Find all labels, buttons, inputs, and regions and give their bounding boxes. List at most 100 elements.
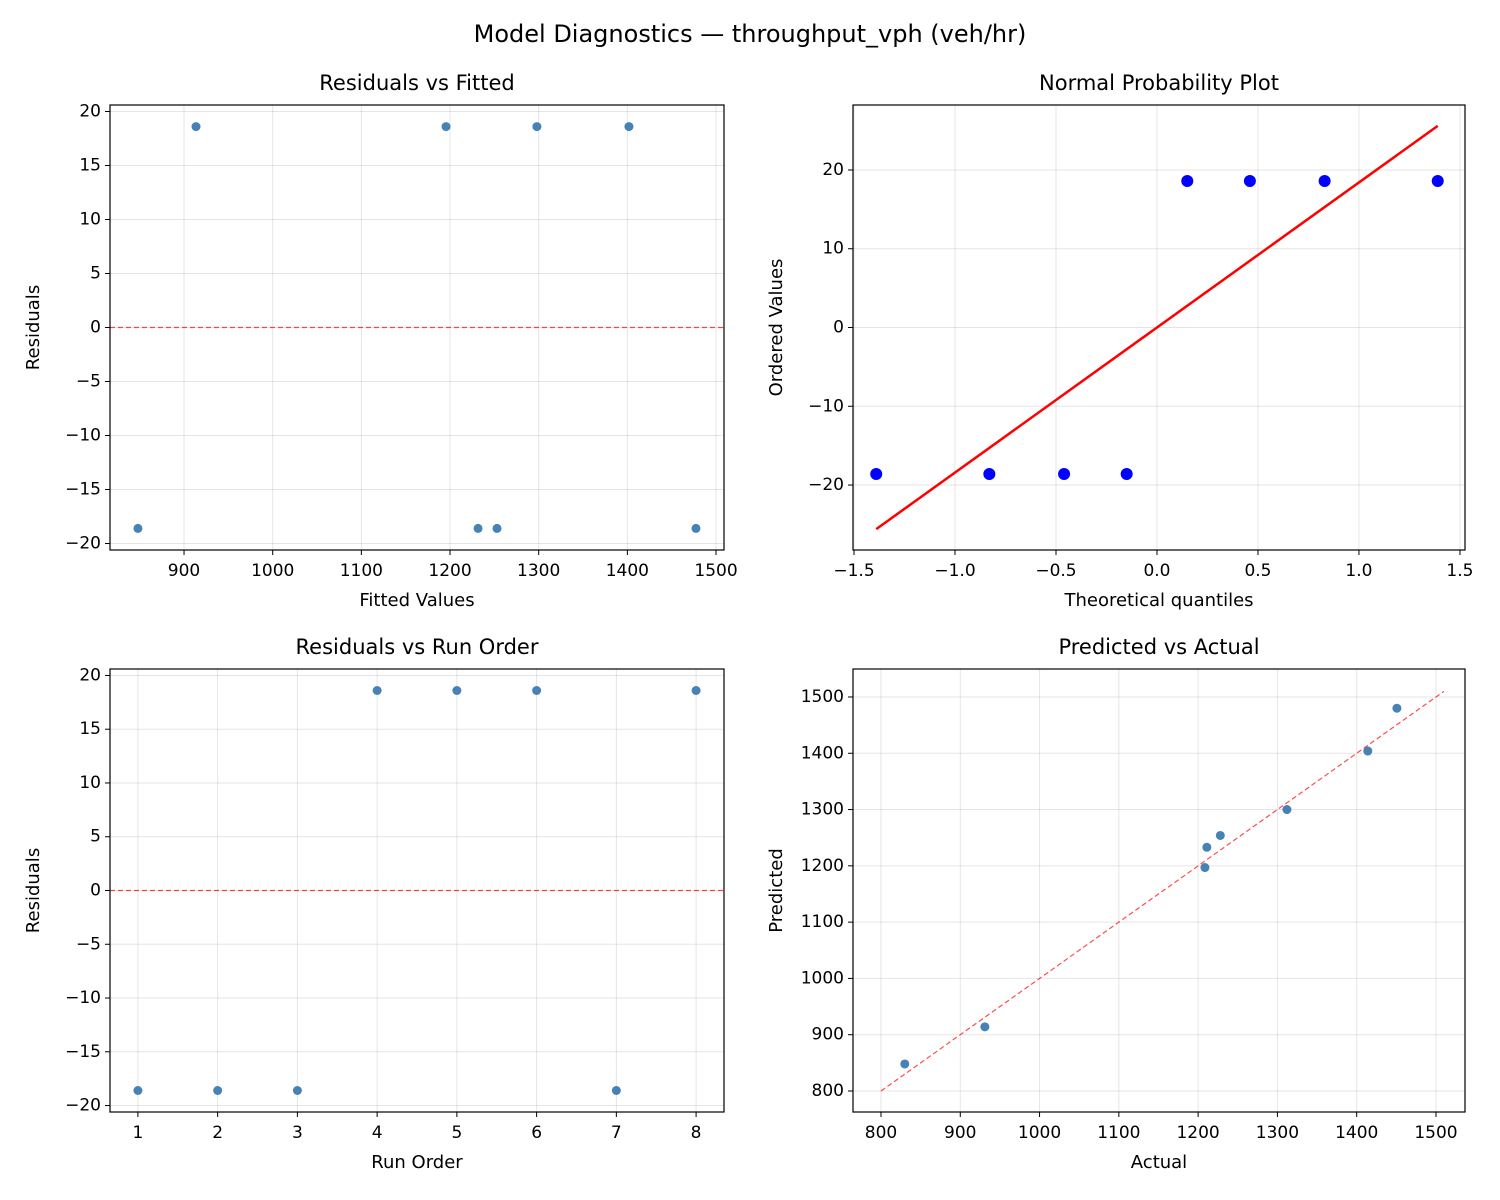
x-tick-label: 8 — [691, 1123, 702, 1143]
x-tick-label: 1.0 — [1345, 561, 1372, 581]
y-tick-label: 15 — [79, 155, 101, 175]
point — [213, 1085, 223, 1095]
x-tick-label: 0.0 — [1143, 561, 1170, 581]
point — [133, 1085, 143, 1095]
y-tick-label: 20 — [79, 665, 101, 685]
y-tick-label: 15 — [79, 719, 101, 739]
point — [1181, 175, 1194, 188]
subplot-title: Normal Probability Plot — [1039, 71, 1279, 95]
point — [473, 523, 483, 533]
y-axis-label: Residuals — [23, 285, 44, 370]
x-axis-label: Actual — [1131, 1152, 1187, 1173]
x-tick-label: 4 — [372, 1123, 383, 1143]
x-tick-label: −0.5 — [1035, 561, 1076, 581]
y-tick-label: 10 — [822, 239, 844, 259]
x-axis-label: Fitted Values — [359, 590, 474, 611]
y-tick-label: −15 — [65, 480, 101, 500]
x-tick-label: 1500 — [1414, 1123, 1457, 1143]
point — [1243, 175, 1256, 188]
point — [1058, 467, 1071, 480]
x-tick-label: 1500 — [694, 561, 737, 581]
x-axis-label: Run Order — [371, 1152, 463, 1173]
y-tick-label: −5 — [76, 934, 101, 954]
x-tick-label: 1000 — [251, 561, 294, 581]
y-tick-label: 5 — [90, 263, 101, 283]
point — [1431, 175, 1444, 188]
point — [191, 122, 201, 132]
point — [980, 1022, 990, 1032]
y-tick-label: −10 — [65, 426, 101, 446]
y-tick-label: −10 — [65, 988, 101, 1008]
x-tick-label: −1.5 — [833, 561, 874, 581]
axes-frame — [852, 668, 1466, 1113]
point — [1202, 842, 1212, 852]
point — [1120, 467, 1133, 480]
subplot-title: Residuals vs Run Order — [296, 635, 539, 659]
y-axis-label: Ordered Values — [766, 259, 787, 397]
point — [1282, 805, 1292, 815]
point — [1215, 830, 1225, 840]
x-tick-label: 1200 — [1176, 1123, 1219, 1143]
point — [691, 523, 701, 533]
x-tick-label: 2 — [212, 1123, 223, 1143]
y-tick-label: 1100 — [801, 912, 844, 932]
y-axis-label: Predicted — [766, 848, 787, 933]
point — [1318, 175, 1331, 188]
reference-line — [875, 124, 1439, 531]
y-tick-label: 1200 — [801, 856, 844, 876]
x-tick-label: 6 — [531, 1123, 542, 1143]
x-tick-label: 800 — [865, 1123, 897, 1143]
point — [691, 686, 701, 696]
y-tick-label: −10 — [808, 396, 844, 416]
y-tick-label: 10 — [79, 209, 101, 229]
y-tick-label: −20 — [65, 1096, 101, 1116]
point — [870, 467, 883, 480]
y-tick-label: 1300 — [801, 800, 844, 820]
x-tick-label: 1100 — [1097, 1123, 1140, 1143]
x-tick-label: 0.5 — [1244, 561, 1271, 581]
x-tick-label: 1300 — [517, 561, 560, 581]
point — [532, 122, 542, 132]
y-tick-label: −20 — [65, 534, 101, 554]
point — [292, 1085, 302, 1095]
x-axis-label: Theoretical quantiles — [1063, 590, 1253, 611]
x-tick-label: 1400 — [1335, 1123, 1378, 1143]
y-axis-label: Residuals — [23, 848, 44, 933]
point — [452, 686, 462, 696]
x-tick-label: 1 — [132, 1123, 143, 1143]
x-tick-label: 900 — [168, 561, 200, 581]
y-tick-label: −15 — [65, 1042, 101, 1062]
x-tick-label: 1100 — [340, 561, 383, 581]
axes-frame — [852, 104, 1466, 551]
point — [133, 523, 143, 533]
y-tick-label: 0 — [90, 318, 101, 338]
reference-line — [880, 690, 1445, 1092]
subplot-title: Residuals vs Fitted — [319, 71, 514, 95]
figure-title: Model Diagnostics — throughput_vph (veh/… — [474, 20, 1027, 48]
point — [532, 686, 542, 696]
x-tick-label: 5 — [451, 1123, 462, 1143]
y-tick-label: 20 — [822, 160, 844, 180]
x-tick-label: 1000 — [1018, 1123, 1061, 1143]
point — [624, 122, 634, 132]
point — [900, 1059, 910, 1069]
y-tick-label: 20 — [79, 101, 101, 121]
x-tick-label: 1200 — [428, 561, 471, 581]
y-tick-label: 1000 — [801, 968, 844, 988]
x-tick-label: 1.5 — [1446, 561, 1473, 581]
y-tick-label: −20 — [808, 475, 844, 495]
y-tick-label: 0 — [90, 881, 101, 901]
subplot-title: Predicted vs Actual — [1058, 635, 1259, 659]
x-tick-label: −1.0 — [934, 561, 975, 581]
point — [492, 523, 502, 533]
y-tick-label: −5 — [76, 372, 101, 392]
y-tick-label: 1500 — [801, 687, 844, 707]
point — [1363, 746, 1373, 756]
point — [1392, 703, 1402, 713]
x-tick-label: 900 — [944, 1123, 976, 1143]
x-tick-label: 3 — [292, 1123, 303, 1143]
x-tick-label: 1400 — [606, 561, 649, 581]
x-tick-label: 1300 — [1256, 1123, 1299, 1143]
